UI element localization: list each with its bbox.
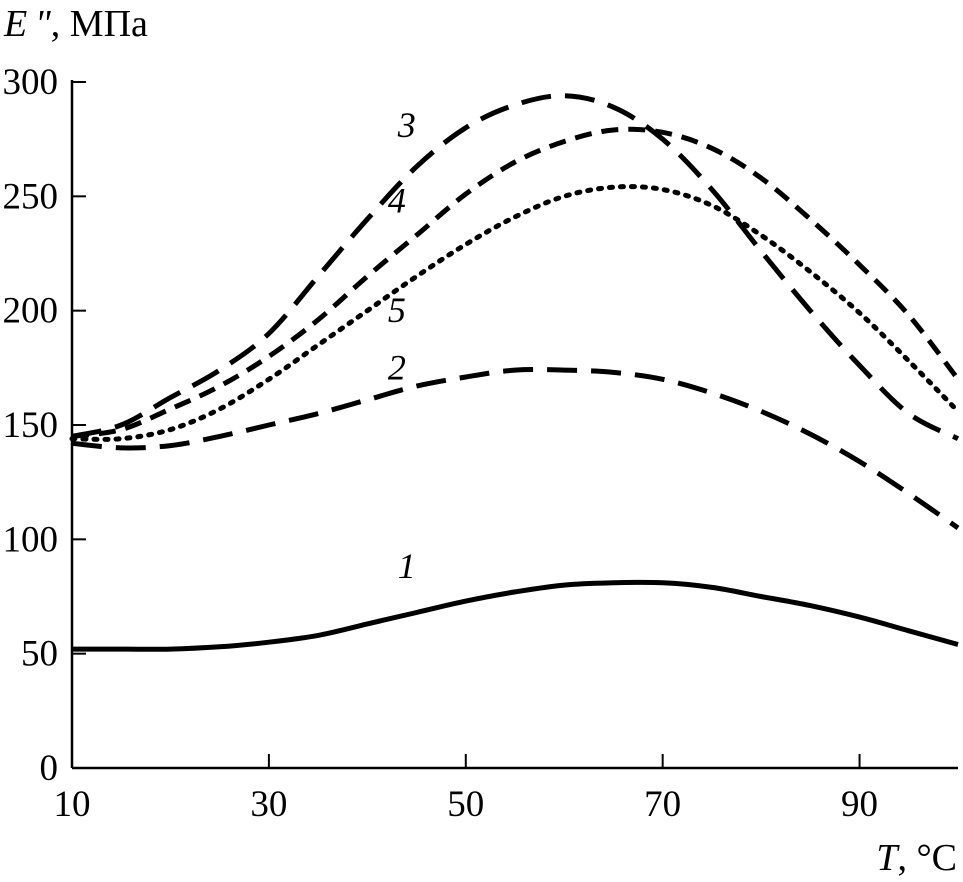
x-axis-unit: , °C — [897, 837, 957, 879]
x-tick-label: 50 — [447, 784, 484, 825]
curve-label-1: 1 — [398, 546, 416, 586]
x-axis-symbol: T — [876, 837, 900, 879]
x-tick-label: 30 — [250, 784, 287, 825]
x-tick-label: 90 — [841, 784, 878, 825]
x-tick-label: 70 — [644, 784, 681, 825]
curve-label-3: 3 — [397, 105, 416, 145]
curve-label-2: 2 — [388, 347, 406, 387]
series-line-1 — [72, 579, 959, 652]
x-axis-title: T, °C — [876, 837, 957, 879]
curve-labels: 1 2 3 4 5 — [388, 105, 416, 586]
y-tick-label: 150 — [3, 405, 59, 446]
series-line-4 — [71, 126, 960, 439]
y-tick-label: 50 — [21, 634, 58, 675]
ticks: 0 50 100 150 200 250 300 10 30 50 70 90 — [3, 62, 879, 825]
y-tick-label: 200 — [3, 291, 59, 332]
y-axis-symbol: E " — [3, 3, 52, 45]
y-tick-label: 300 — [3, 62, 59, 103]
y-tick-label: 100 — [3, 519, 59, 560]
series-line-2 — [71, 367, 960, 530]
y-axis-unit: , МПа — [51, 3, 148, 45]
y-tick-label: 0 — [40, 748, 59, 789]
series-line-5 — [69, 184, 961, 442]
y-tick-label: 250 — [3, 176, 59, 217]
series-group — [69, 93, 961, 652]
curve-label-4: 4 — [388, 180, 406, 220]
x-tick-label: 10 — [54, 784, 91, 825]
curve-label-5: 5 — [388, 290, 406, 330]
y-axis-title: E ", МПа — [3, 3, 148, 45]
axes — [70, 80, 958, 770]
series-line-3 — [71, 93, 960, 441]
